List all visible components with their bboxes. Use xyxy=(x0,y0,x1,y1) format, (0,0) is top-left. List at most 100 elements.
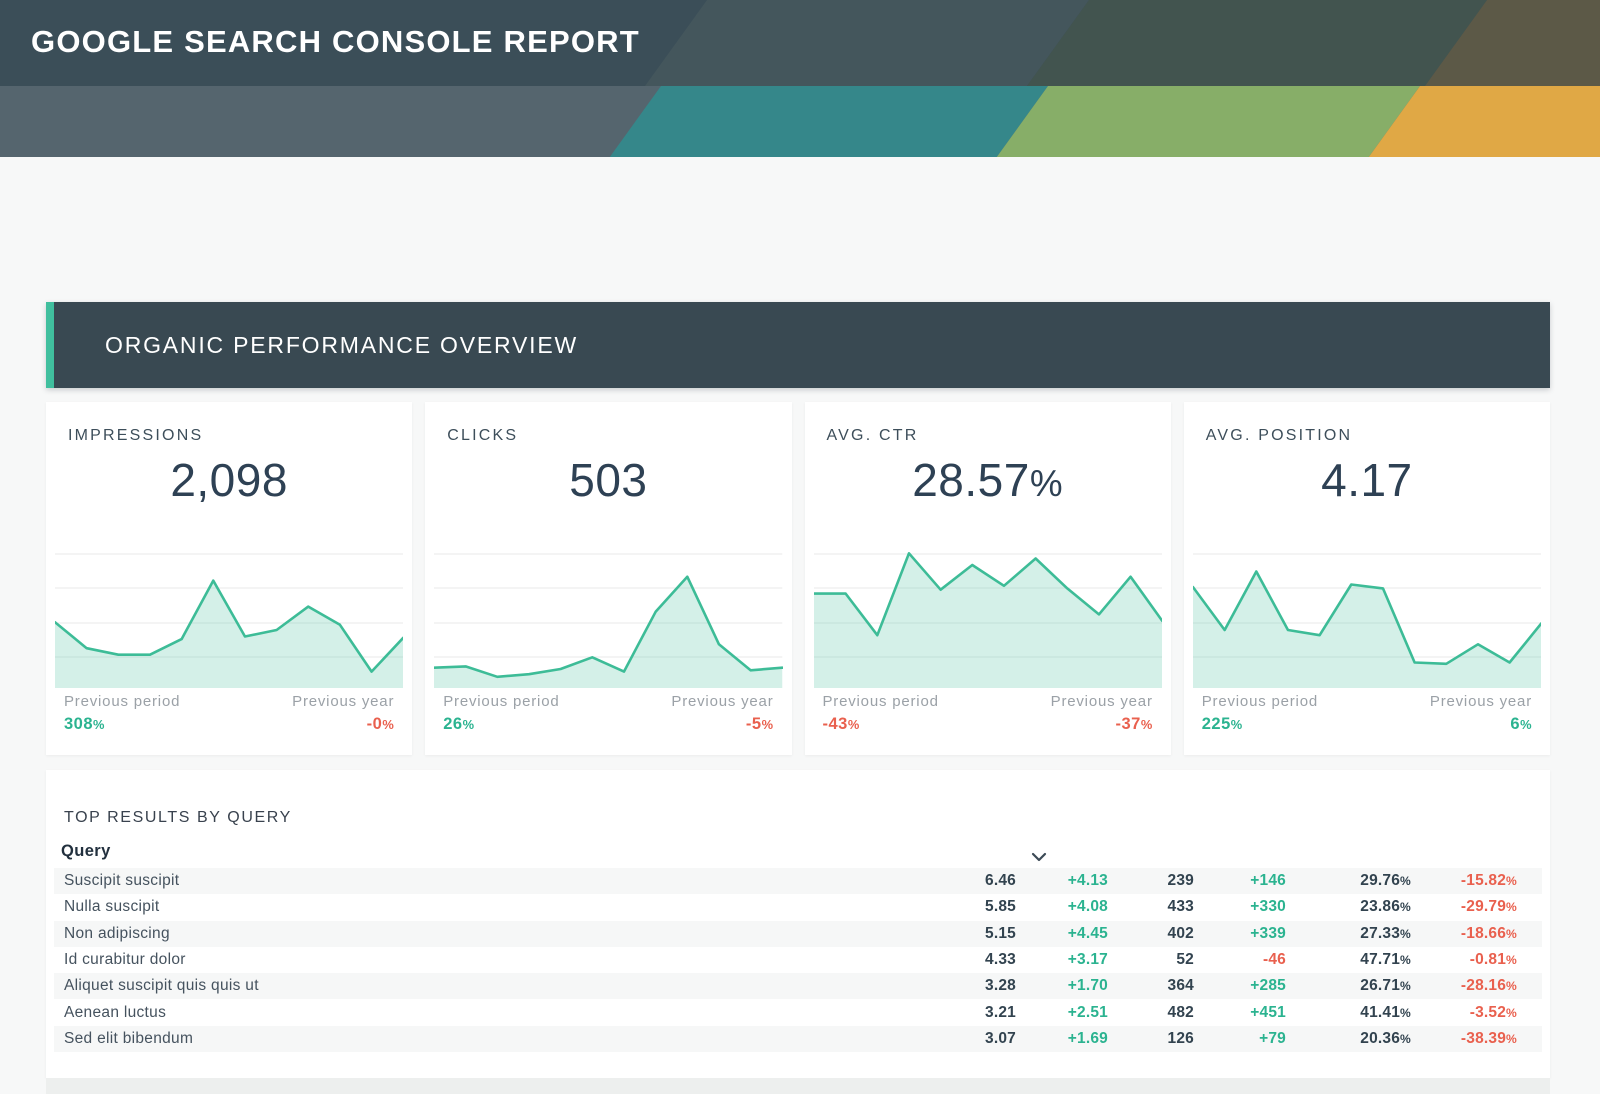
header-stripe-slate-green xyxy=(1026,0,1487,86)
prev-period-change: -43% xyxy=(822,715,860,733)
prev-year-label: Previous year xyxy=(671,693,774,710)
metric-cell: 482 xyxy=(1167,1003,1194,1021)
metric-cell: 41.41% xyxy=(1360,1003,1411,1021)
metric-cell: 364 xyxy=(1167,977,1194,995)
metric-cell: 27.33% xyxy=(1360,924,1411,942)
kpi-card: AVG. CTR 28.57% Previous period Previous… xyxy=(804,402,1171,755)
prev-year-label: Previous year xyxy=(1429,693,1532,710)
kpi-card: IMPRESSIONS 2,098 Previous period Previo… xyxy=(46,402,413,755)
kpi-sparkline-chart xyxy=(434,542,783,688)
metric-cell: +339 xyxy=(1250,924,1286,942)
metric-cell: +4.13 xyxy=(1067,872,1108,890)
metric-cell: 52 xyxy=(1176,951,1194,969)
metric-cell: 20.36% xyxy=(1360,1029,1411,1047)
query-cell: Aenean luctus xyxy=(64,1003,167,1021)
query-table-body: Suscipit suscipit 6.46 +4.13 239 +146 29.76%… xyxy=(54,868,1542,1053)
metric-cell: 239 xyxy=(1167,872,1194,890)
metric-cell: -0.81% xyxy=(1469,951,1517,969)
metric-cell: -3.52% xyxy=(1469,1003,1517,1021)
prev-period-label: Previous period xyxy=(64,693,181,710)
header-top-band xyxy=(0,0,1600,86)
kpi-label: AVG. POSITION xyxy=(1205,427,1353,444)
metric-cell: 5.15 xyxy=(985,924,1016,942)
prev-period-label: Previous period xyxy=(443,693,560,710)
metric-cell: 29.76% xyxy=(1360,872,1411,890)
metric-cell: +330 xyxy=(1250,898,1286,916)
query-cell: Nulla suscipit xyxy=(64,898,160,916)
metric-cell: 23.86% xyxy=(1360,898,1411,916)
kpi-comparison-labels: Previous period Previous year xyxy=(823,693,1153,710)
table-title: TOP RESULTS BY QUERY xyxy=(64,809,292,826)
metric-cell: 3.07 xyxy=(985,1029,1016,1047)
kpi-comparison-values: 26% -5% xyxy=(443,715,773,734)
table-row: Suscipit suscipit 6.46 +4.13 239 +146 29.76%… xyxy=(54,868,1542,895)
report-title: GOOGLE SEARCH CONSOLE REPORT xyxy=(31,24,640,59)
metric-cell: -28.16% xyxy=(1460,977,1517,995)
metric-cell: -38.39% xyxy=(1460,1029,1517,1047)
kpi-card: AVG. POSITION 4.17 Previous period Previ… xyxy=(1183,402,1550,755)
header-stripe-slate-light xyxy=(644,0,1089,86)
prev-year-label: Previous year xyxy=(292,693,395,710)
sparkline-area-icon xyxy=(434,542,783,688)
query-cell: Non adipiscing xyxy=(64,924,170,942)
kpi-value: 503 xyxy=(569,454,648,506)
query-cell: Sed elit bibendum xyxy=(64,1029,194,1047)
kpi-sparkline-chart xyxy=(55,542,404,688)
metric-cell: 26.71% xyxy=(1360,977,1411,995)
chevron-down-icon[interactable] xyxy=(1030,851,1048,863)
metric-cell: 433 xyxy=(1167,898,1194,916)
query-cell: Suscipit suscipit xyxy=(64,872,180,890)
metric-cell: -18.66% xyxy=(1460,924,1517,942)
prev-year-label: Previous year xyxy=(1050,693,1153,710)
metric-cell: 126 xyxy=(1167,1029,1194,1047)
kpi-label: CLICKS xyxy=(447,427,519,444)
next-section-edge xyxy=(46,1078,1550,1094)
prev-period-change: 225% xyxy=(1201,715,1243,733)
metric-cell: 4.33 xyxy=(985,951,1016,969)
metric-cell: +285 xyxy=(1250,977,1286,995)
table-row: Aliquet suscipit quis quis ut 3.28 +1.70 3… xyxy=(54,973,1542,1000)
sparkline-area-icon xyxy=(55,542,404,688)
kpi-comparison-labels: Previous period Previous year xyxy=(443,693,773,710)
header-stripe-teal xyxy=(609,86,1048,157)
metric-cell: -29.79% xyxy=(1460,898,1517,916)
table-row: Nulla suscipit 5.85 +4.08 433 +330 23.86% -29… xyxy=(54,894,1542,920)
metric-cell: 5.85 xyxy=(985,898,1016,916)
query-cell: Aliquet suscipit quis quis ut xyxy=(64,977,259,995)
header-stripe-band xyxy=(0,86,1600,157)
kpi-value: 28.57% xyxy=(912,454,1064,506)
kpi-value: 2,098 xyxy=(170,454,288,506)
metric-cell: 6.46 xyxy=(985,872,1016,890)
table-row: Sed elit bibendum 3.07 +1.69 126 +79 20.36% -… xyxy=(54,1025,1542,1053)
kpi-value: 4.17 xyxy=(1321,454,1413,506)
kpi-label: AVG. CTR xyxy=(826,427,919,444)
metric-cell: +1.70 xyxy=(1067,977,1108,995)
kpi-comparison-values: 225% 6% xyxy=(1202,715,1532,734)
metric-cell: +4.45 xyxy=(1067,924,1108,942)
sparkline-area-icon xyxy=(1192,542,1541,688)
metric-cell: +3.17 xyxy=(1067,951,1108,969)
metric-cell: +4.08 xyxy=(1067,898,1108,916)
top-results-by-query-card: TOP RESULTS BY QUERY Query Suscipit susc… xyxy=(46,770,1550,1078)
kpi-comparison-labels: Previous period Previous year xyxy=(64,693,394,710)
query-cell: Id curabitur dolor xyxy=(64,951,186,969)
query-column-header: Query xyxy=(61,842,111,860)
prev-period-label: Previous period xyxy=(822,693,939,710)
kpi-label: IMPRESSIONS xyxy=(68,427,204,444)
prev-year-change: -5% xyxy=(745,715,774,733)
metric-cell: 47.71% xyxy=(1360,951,1411,969)
prev-year-change: 6% xyxy=(1510,715,1532,733)
prev-period-change: 26% xyxy=(443,715,475,733)
metric-cell: +1.69 xyxy=(1067,1029,1108,1047)
metric-cell: -15.82% xyxy=(1460,872,1517,890)
table-row: Aenean luctus 3.21 +2.51 482 +451 41.41% -3.5… xyxy=(54,999,1542,1025)
prev-period-label: Previous period xyxy=(1201,693,1318,710)
table-row: Id curabitur dolor 4.33 +3.17 52 -46 47.71% -… xyxy=(54,947,1542,973)
kpi-sparkline-chart xyxy=(1192,542,1541,688)
section-banner: ORGANIC PERFORMANCE OVERVIEW xyxy=(46,302,1550,388)
metric-cell: 402 xyxy=(1167,924,1194,942)
report-header: GOOGLE SEARCH CONSOLE REPORT xyxy=(0,0,1600,157)
metric-cell: +79 xyxy=(1259,1029,1286,1047)
prev-year-change: -37% xyxy=(1115,715,1153,733)
metric-cell: +451 xyxy=(1250,1003,1286,1021)
